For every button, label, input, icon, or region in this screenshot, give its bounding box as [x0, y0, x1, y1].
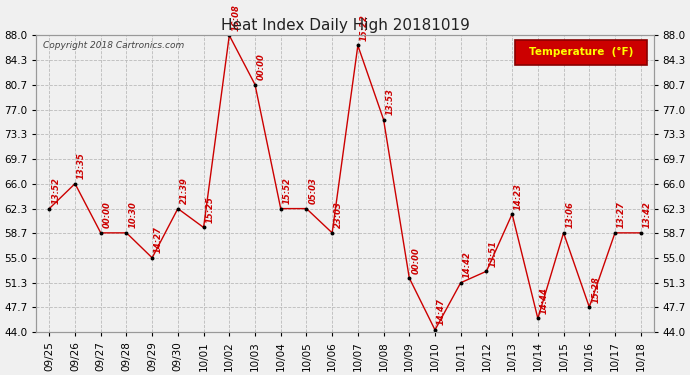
- Point: [326, 230, 337, 236]
- Text: 00:00: 00:00: [257, 53, 266, 80]
- Point: [301, 206, 312, 212]
- Text: 05:03: 05:03: [308, 177, 317, 204]
- Text: 13:51: 13:51: [489, 240, 497, 267]
- Point: [455, 280, 466, 286]
- Text: 00:00: 00:00: [411, 247, 420, 274]
- Text: 14:44: 14:44: [540, 287, 549, 314]
- Text: 13:53: 13:53: [386, 88, 395, 115]
- Text: 15:52: 15:52: [283, 177, 292, 204]
- Text: 13:27: 13:27: [617, 201, 626, 228]
- Point: [224, 32, 235, 38]
- Text: 13:06: 13:06: [566, 201, 575, 228]
- Text: 21:39: 21:39: [180, 177, 189, 204]
- Point: [95, 230, 106, 236]
- Text: 13:42: 13:42: [642, 201, 651, 228]
- Point: [147, 255, 158, 261]
- Text: 13:35: 13:35: [77, 152, 86, 179]
- Point: [378, 117, 389, 123]
- Text: 15:22: 15:22: [359, 14, 368, 41]
- Text: 13:52: 13:52: [51, 177, 60, 204]
- FancyBboxPatch shape: [515, 40, 647, 65]
- Text: 10:30: 10:30: [128, 201, 137, 228]
- Point: [584, 304, 595, 310]
- Point: [353, 42, 364, 48]
- Text: 16:08: 16:08: [231, 4, 240, 31]
- Text: Copyright 2018 Cartronics.com: Copyright 2018 Cartronics.com: [43, 41, 184, 50]
- Text: 15:28: 15:28: [591, 276, 600, 303]
- Point: [275, 206, 286, 212]
- Point: [635, 230, 647, 236]
- Point: [532, 315, 543, 321]
- Text: 14:42: 14:42: [462, 251, 472, 278]
- Point: [429, 327, 440, 333]
- Point: [121, 230, 132, 236]
- Point: [609, 230, 620, 236]
- Point: [250, 82, 261, 88]
- Text: 00:00: 00:00: [103, 201, 112, 228]
- Title: Heat Index Daily High 20181019: Heat Index Daily High 20181019: [221, 18, 469, 33]
- Point: [70, 181, 81, 187]
- Point: [198, 225, 209, 231]
- Point: [481, 268, 492, 274]
- Point: [404, 275, 415, 281]
- Text: 23:03: 23:03: [334, 201, 343, 228]
- Text: 14:27: 14:27: [154, 226, 163, 254]
- Point: [172, 206, 184, 212]
- Point: [43, 206, 55, 212]
- Text: 14:23: 14:23: [514, 183, 523, 210]
- Text: 15:25: 15:25: [206, 196, 215, 223]
- Text: Temperature  (°F): Temperature (°F): [529, 47, 633, 57]
- Point: [506, 211, 518, 217]
- Point: [558, 230, 569, 236]
- Text: 14:47: 14:47: [437, 298, 446, 326]
